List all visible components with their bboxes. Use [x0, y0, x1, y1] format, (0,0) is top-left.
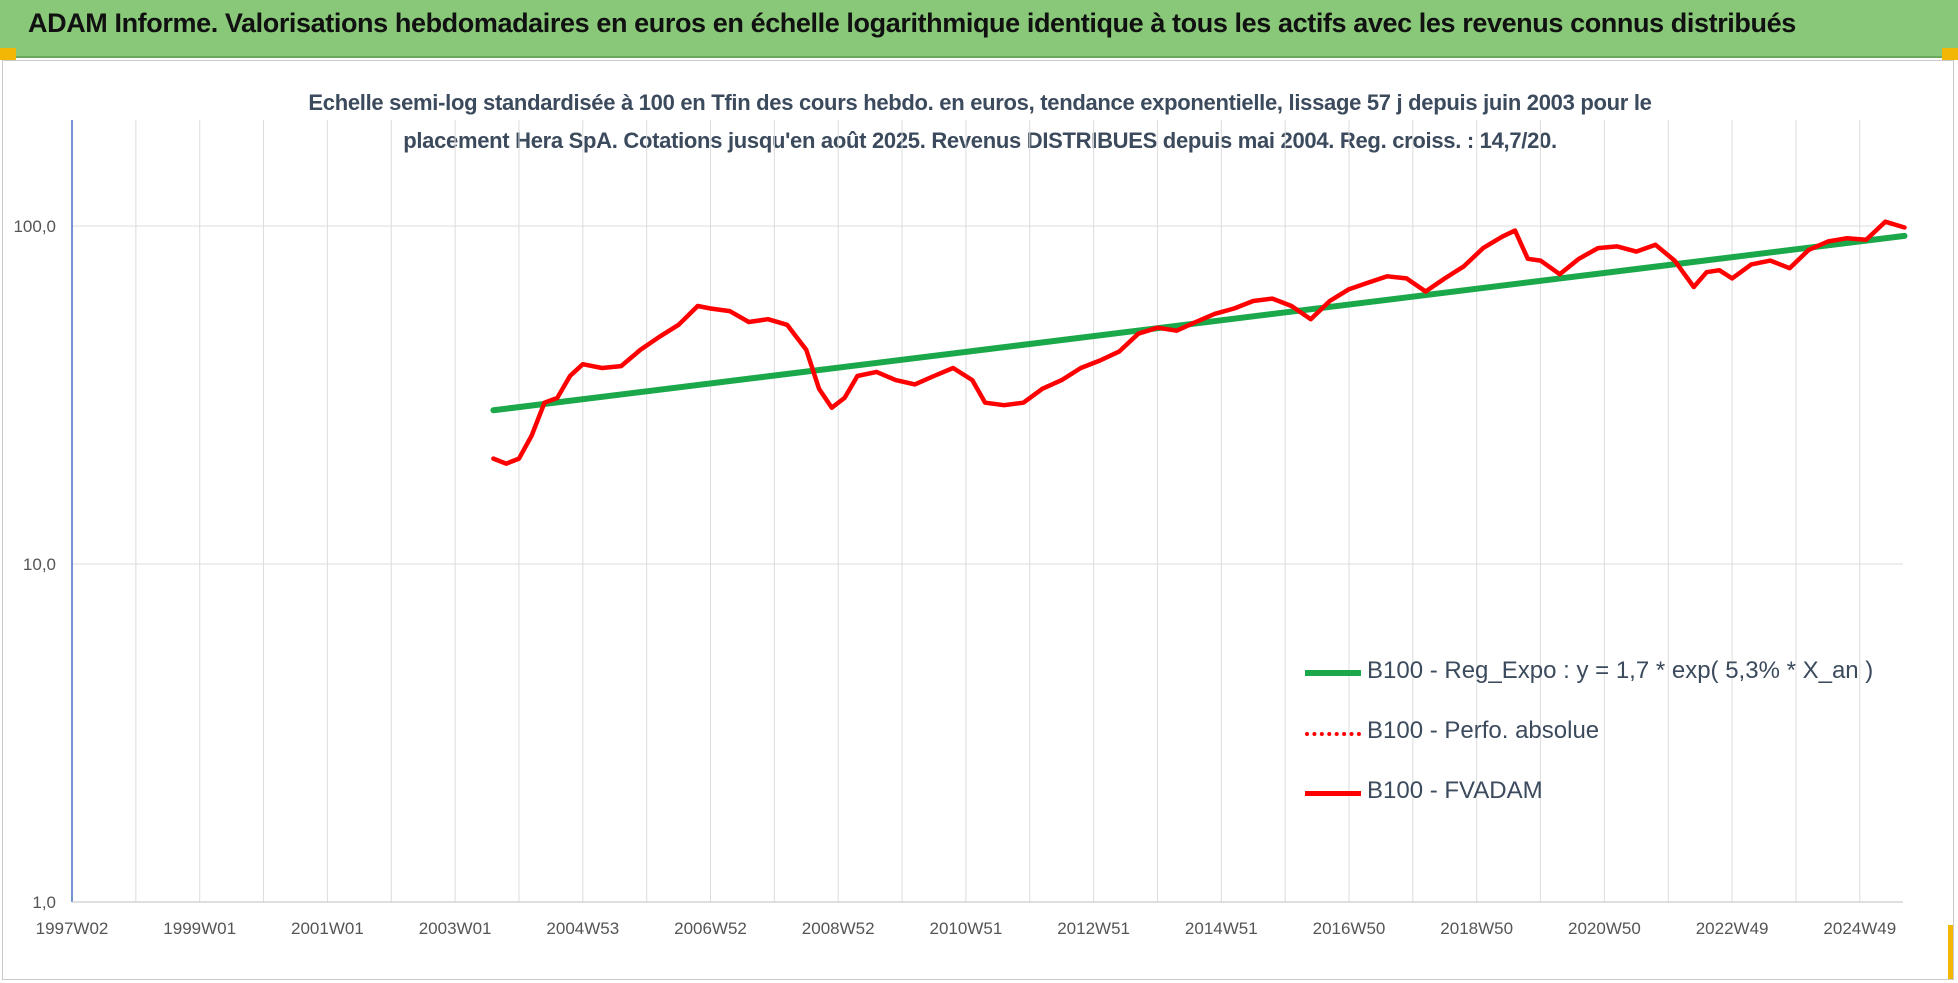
x-tick-label: 2010W51 — [930, 919, 1003, 938]
legend-swatch-regression — [1305, 670, 1361, 676]
legend-swatch-fvadam — [1305, 791, 1361, 796]
x-tick-label: 2018W50 — [1440, 919, 1513, 938]
corner-marker-top-right — [1942, 48, 1958, 60]
legend-label-fvadam: B100 - FVADAM — [1367, 777, 1543, 804]
x-tick-label: 2001W01 — [291, 919, 364, 938]
x-tick-label: 2006W52 — [674, 919, 747, 938]
x-tick-label: 2016W50 — [1313, 919, 1386, 938]
x-tick-label: 1999W01 — [163, 919, 236, 938]
x-tick-label: 2004W53 — [546, 919, 619, 938]
x-tick-label: 2022W49 — [1696, 919, 1769, 938]
header-banner: ADAM Informe. Valorisations hebdomadaire… — [0, 0, 1958, 58]
series-lines — [490, 219, 1908, 466]
banner-title: ADAM Informe. Valorisations hebdomadaire… — [28, 8, 1796, 38]
tick-labels: 1,0 10,0 100,0 1997W02 1999W01 2001W01 2003W01… — [13, 217, 1896, 938]
series-line-fvadam — [491, 219, 1907, 466]
axes — [71, 120, 1903, 903]
x-tick-label: 2003W01 — [419, 919, 492, 938]
x-tick-label: 2024W49 — [1823, 919, 1896, 938]
x-tick-label: 2012W51 — [1057, 919, 1130, 938]
x-tick-label: 2014W51 — [1185, 919, 1258, 938]
corner-marker-bottom-right — [1948, 925, 1954, 980]
legend-swatch-perfo — [1305, 732, 1361, 736]
chart-title: Echelle semi-log standardisée à 100 en T… — [230, 84, 1730, 160]
chart-frame — [2, 60, 1954, 980]
chart-title-line-2: placement Hera SpA. Cotations jusqu'en a… — [403, 128, 1557, 153]
legend-label-perfo: B100 - Perfo. absolue — [1367, 717, 1600, 744]
legend-label-regression: B100 - Reg_Expo : y = 1,7 * exp( 5,3% * … — [1367, 657, 1874, 684]
y-tick-label: 1,0 — [32, 893, 56, 912]
x-tick-label: 1997W02 — [36, 919, 109, 938]
chart-title-line-1: Echelle semi-log standardisée à 100 en T… — [308, 90, 1652, 115]
y-tick-label: 10,0 — [23, 555, 56, 574]
x-tick-label: 2020W50 — [1568, 919, 1641, 938]
corner-marker-top-left — [0, 48, 16, 60]
gridlines — [72, 120, 1903, 903]
x-tick-label: 2008W52 — [802, 919, 875, 938]
y-tick-label: 100,0 — [13, 217, 56, 236]
